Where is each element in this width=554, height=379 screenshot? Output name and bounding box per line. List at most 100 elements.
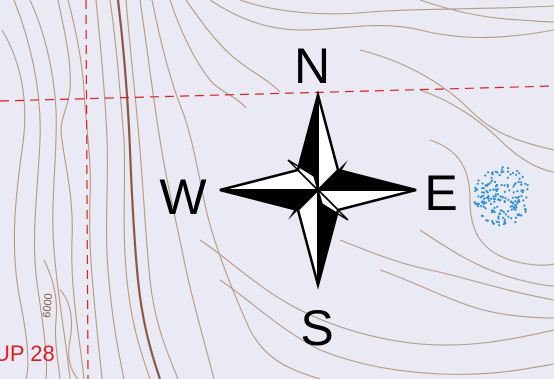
marsh-dot: [492, 195, 495, 198]
marsh-dot: [501, 166, 504, 169]
index-contour-line: [116, 0, 162, 379]
marsh-dot: [503, 218, 506, 221]
marsh-dot: [511, 202, 515, 205]
marsh-dot: [486, 191, 489, 194]
contour-line: [1, 29, 29, 379]
marsh-dot: [506, 210, 510, 213]
marsh-dot: [482, 205, 485, 208]
marsh-dot: [516, 200, 519, 203]
marsh-dot: [491, 220, 494, 223]
contour-line: [169, 0, 247, 109]
contour-line: [125, 0, 179, 379]
marsh-dot: [488, 199, 491, 202]
contour-line: [29, 0, 71, 379]
contour-line: [379, 269, 554, 319]
marsh-dot: [497, 221, 500, 224]
marsh-dot: [496, 171, 499, 174]
marsh-dot: [518, 177, 521, 180]
marsh-dot: [520, 214, 523, 217]
marsh-dot: [484, 184, 487, 187]
marsh-dot: [516, 169, 519, 172]
contour-line: [151, 0, 321, 379]
marsh-dot: [481, 182, 484, 185]
marsh-dot: [484, 207, 487, 210]
marsh-dot: [492, 209, 495, 213]
marsh-dot: [525, 196, 528, 199]
marsh-dot: [493, 198, 496, 201]
marsh-dot: [489, 189, 492, 192]
marsh-dot: [522, 189, 525, 192]
marsh-dot: [526, 188, 529, 191]
marsh-dot: [517, 180, 520, 184]
marsh-dot: [497, 217, 500, 220]
marsh-dot: [490, 176, 493, 180]
compass-se-point: [316, 187, 349, 221]
marsh-dot: [476, 203, 479, 206]
marsh-dot: [514, 221, 517, 224]
compass-label-west: W: [159, 169, 207, 225]
contour-line: [419, 89, 554, 173]
marsh-dot: [477, 205, 480, 208]
marsh-symbol: [473, 166, 529, 227]
marsh-dot: [515, 206, 518, 209]
marsh-dot: [516, 196, 519, 200]
marsh-dot: [520, 181, 523, 184]
marsh-dot: [501, 196, 504, 199]
marsh-dot: [499, 195, 502, 198]
marsh-dot: [511, 171, 515, 175]
contour-line: [185, 0, 281, 93]
marsh-dot: [497, 198, 500, 201]
marsh-dot: [523, 204, 526, 207]
marsh-dot: [515, 204, 518, 207]
contour-line: [419, 0, 554, 23]
compass-sw-point: [288, 190, 318, 220]
marsh-dot: [498, 174, 501, 177]
marsh-dot: [516, 213, 520, 216]
marsh-dot: [506, 176, 509, 179]
marsh-dot: [524, 208, 527, 211]
marsh-dot: [507, 215, 510, 218]
marsh-dot: [480, 205, 483, 208]
marsh-dot: [517, 199, 521, 202]
marsh-dot: [484, 201, 488, 204]
marsh-dot: [509, 173, 512, 176]
marsh-dot: [493, 180, 497, 184]
contour-line: [67, 0, 103, 379]
marsh-dot: [510, 200, 513, 203]
marsh-dot: [503, 220, 506, 223]
marsh-dot: [493, 200, 496, 203]
marsh-dot: [522, 199, 525, 202]
marsh-dot: [485, 196, 488, 199]
marsh-dot: [477, 195, 480, 198]
marsh-dot: [498, 199, 501, 202]
marsh-dot: [524, 210, 527, 213]
marsh-dot: [503, 190, 506, 193]
marsh-dot: [498, 212, 501, 215]
marsh-dot: [507, 167, 510, 170]
marsh-dot: [482, 202, 485, 206]
compass-north-point-dark: [298, 95, 318, 190]
marsh-dot: [516, 190, 519, 193]
marsh-dot: [508, 189, 511, 192]
marsh-dot: [500, 170, 503, 174]
marsh-dot: [500, 184, 503, 187]
marsh-dot: [491, 172, 494, 175]
marsh-dot: [511, 204, 514, 207]
contour-elevation-label: 6000: [41, 293, 55, 318]
marsh-dot: [520, 194, 523, 198]
marsh-dot: [480, 195, 483, 198]
marsh-dot: [514, 216, 518, 219]
marsh-dot: [483, 191, 486, 194]
compass-rose: [219, 90, 417, 290]
contour-line: [209, 0, 554, 39]
marsh-dot: [511, 196, 514, 199]
marsh-dot: [521, 175, 524, 178]
marsh-dot: [494, 188, 497, 191]
marsh-dot: [476, 182, 479, 185]
marsh-dot: [509, 205, 512, 208]
marsh-dot: [487, 171, 490, 174]
marsh-dot: [492, 188, 495, 191]
marsh-dot: [513, 183, 516, 186]
